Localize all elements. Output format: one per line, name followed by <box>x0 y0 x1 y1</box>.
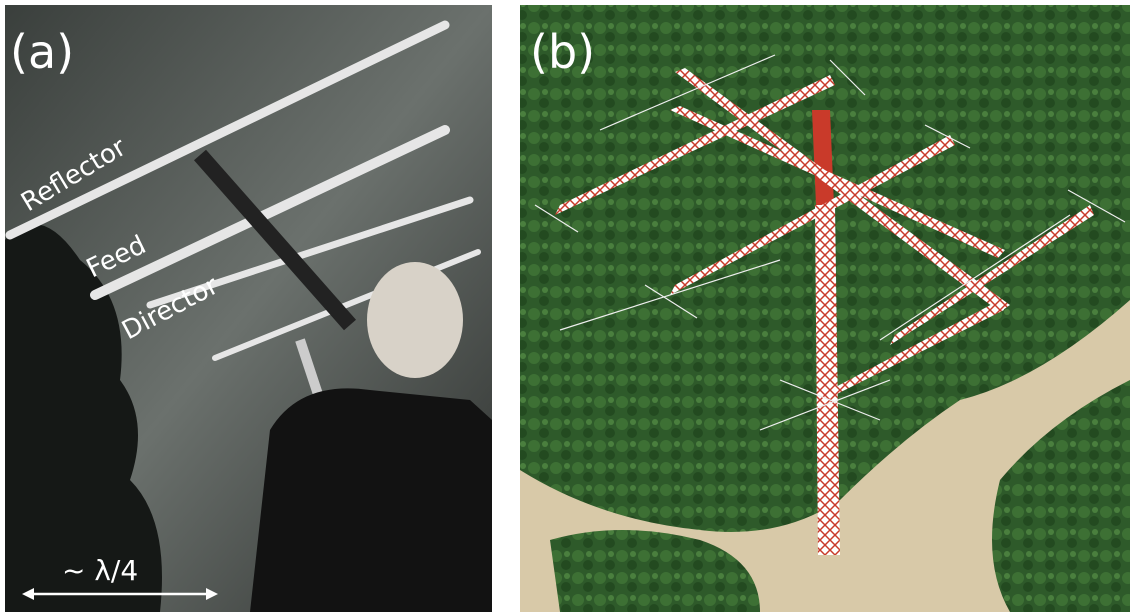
person-body <box>250 388 492 612</box>
person-head <box>367 262 463 378</box>
figure: (a) Reflector Feed Director ~ λ/4 (b) <box>0 0 1130 612</box>
panel-b: (b) <box>520 5 1130 612</box>
panel-label: (b) <box>530 25 595 79</box>
scale-label: ~ λ/4 <box>62 554 138 587</box>
panel-label: (a) <box>10 25 74 79</box>
panel-a: (a) Reflector Feed Director ~ λ/4 <box>5 5 492 612</box>
